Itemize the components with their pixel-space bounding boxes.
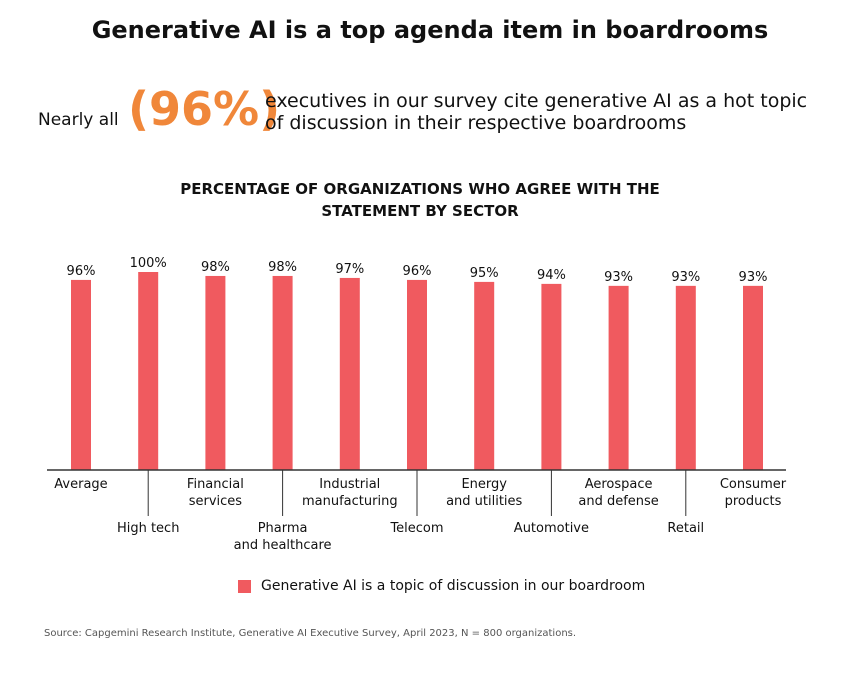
highlight-prefix: Nearly all xyxy=(38,110,119,130)
legend-label: Generative AI is a topic of discussion i… xyxy=(261,578,646,594)
chart-title-line-1: PERCENTAGE OF ORGANIZATIONS WHO AGREE WI… xyxy=(180,180,660,198)
data-label: 96% xyxy=(403,264,432,279)
category-label: services xyxy=(189,494,243,509)
bar xyxy=(743,285,763,470)
category-label: Industrial xyxy=(319,477,380,492)
category-label: and healthcare xyxy=(234,538,332,553)
category-label: and utilities xyxy=(446,494,522,509)
category-label: Consumer xyxy=(720,477,787,492)
category-label: Retail xyxy=(667,521,704,536)
bar xyxy=(608,285,629,470)
category-label: Financial xyxy=(187,477,244,492)
data-label: 100% xyxy=(130,256,167,271)
data-label: 98% xyxy=(268,260,297,275)
bar xyxy=(272,275,293,470)
chart-title: PERCENTAGE OF ORGANIZATIONS WHO AGREE WI… xyxy=(0,178,840,222)
bar xyxy=(205,275,226,470)
category-label: Energy xyxy=(461,477,507,492)
data-label: 97% xyxy=(335,262,364,277)
data-label: 93% xyxy=(604,270,633,285)
chart-title-line-2: STATEMENT BY SECTOR xyxy=(321,202,519,220)
data-label: 94% xyxy=(537,268,566,283)
data-label: 98% xyxy=(201,260,230,275)
category-label: High tech xyxy=(117,521,180,536)
category-label: Automotive xyxy=(514,521,589,536)
category-label: products xyxy=(725,494,782,509)
statement-line-2: of discussion in their respective boardr… xyxy=(265,112,687,134)
data-label: 96% xyxy=(67,264,96,279)
page-title: Generative AI is a top agenda item in bo… xyxy=(91,16,769,44)
category-label: and defense xyxy=(578,494,658,509)
bar xyxy=(339,277,360,470)
data-label: 93% xyxy=(671,270,700,285)
category-label: Pharma xyxy=(258,521,308,536)
data-label: 95% xyxy=(470,266,499,281)
bar xyxy=(407,279,427,470)
category-label: Aerospace xyxy=(585,477,653,492)
category-label: Telecom xyxy=(389,521,443,536)
legend: Generative AI is a topic of discussion i… xyxy=(238,578,645,594)
bar xyxy=(474,281,495,470)
source-note: Source: Capgemini Research Institute, Ge… xyxy=(44,628,577,639)
legend-swatch xyxy=(238,579,251,593)
highlight-statement: executives in our survey cite generative… xyxy=(265,90,807,134)
category-label: Average xyxy=(54,477,107,492)
data-label: 93% xyxy=(739,270,768,285)
bar xyxy=(675,285,696,470)
category-label: manufacturing xyxy=(302,494,398,509)
statement-line-1: executives in our survey cite generative… xyxy=(265,90,808,112)
bar xyxy=(71,279,91,470)
bar xyxy=(541,283,562,470)
highlight-value: (96%) xyxy=(128,82,281,136)
bar xyxy=(138,272,159,470)
